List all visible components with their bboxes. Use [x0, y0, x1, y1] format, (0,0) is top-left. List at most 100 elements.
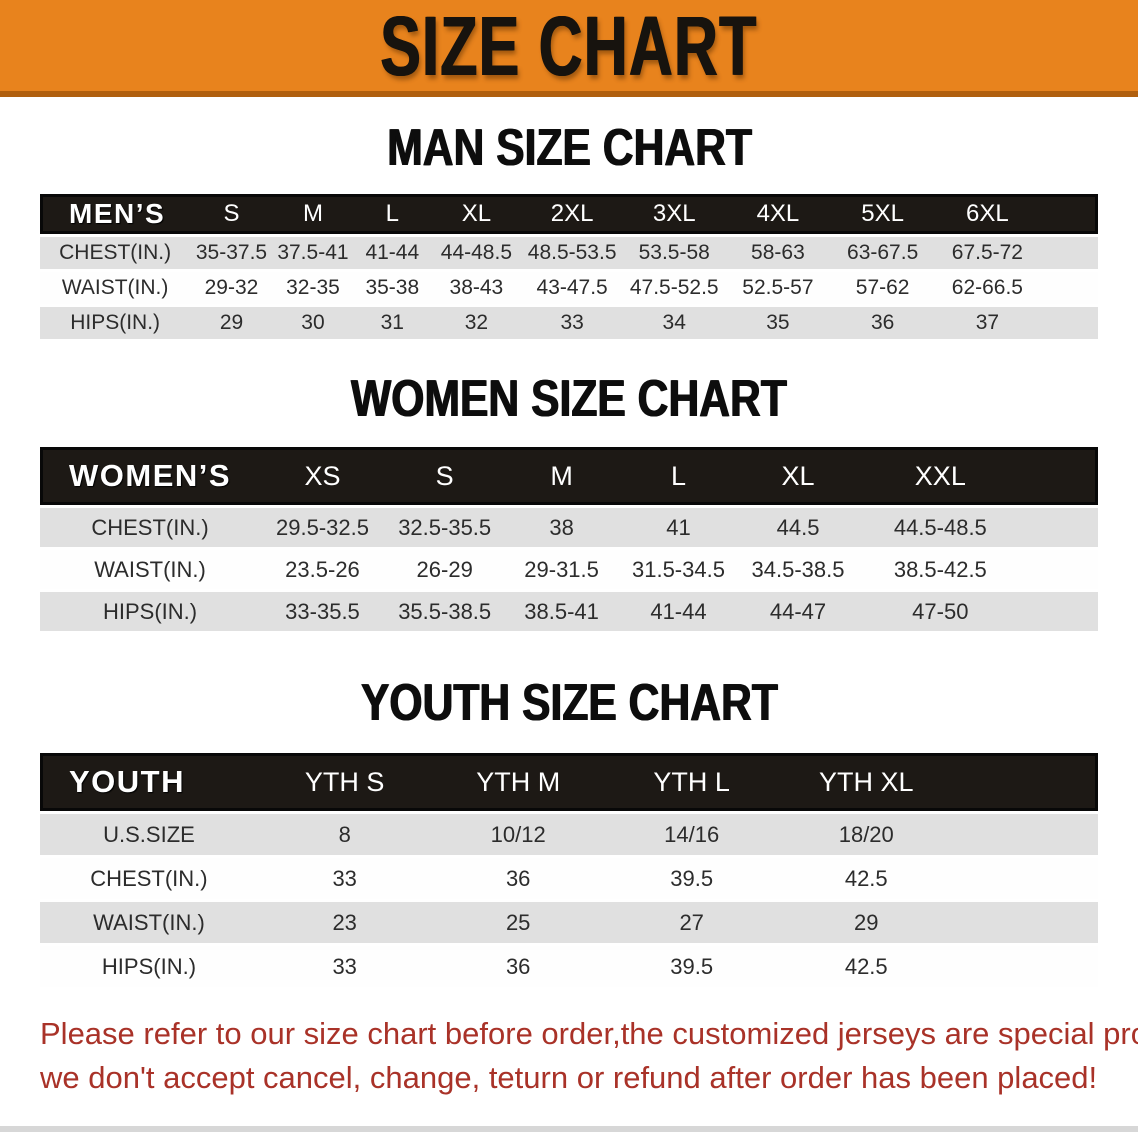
women-section: WOMEN SIZE CHART WOMEN’S XS S M L XL XXL CHEST(…: [0, 372, 1138, 634]
size-value-cell: 39.5: [670, 865, 714, 891]
size-column-header: L: [618, 447, 739, 505]
table-corner-label: WOMEN’S: [40, 447, 261, 505]
size-header-row: WOMEN’S XS S M L XL XXL: [40, 447, 1098, 505]
women-size-table: WOMEN’S XS S M L XL XXL CHEST(IN.) 29.5-32.5 32.5…: [40, 444, 1098, 634]
row-label: HIPS(IN.): [70, 311, 161, 334]
size-value-cell: 33: [332, 865, 357, 891]
row-filler: [1023, 508, 1098, 547]
size-value-cell: 25: [505, 909, 531, 935]
youth-section-heading: YOUTH SIZE CHART: [0, 676, 1138, 730]
row-filler: [954, 902, 1098, 943]
size-value-cell: 18/20: [838, 821, 894, 847]
row-label: U.S.SIZE: [103, 821, 195, 847]
size-column-header: S: [190, 194, 273, 234]
row-label: HIPS(IN.): [101, 953, 197, 979]
size-value-cell: 33: [332, 953, 357, 979]
size-value-cell: 47-50: [912, 598, 969, 624]
size-column-header: YTH S: [257, 753, 432, 811]
size-value-cell: 67.5-72: [951, 241, 1023, 264]
measurement-row: HIPS(IN.) 33 36 39.5 42.5: [40, 946, 1098, 987]
size-value-cell: 29.5-32.5: [276, 514, 369, 540]
size-value-cell: 38.5-42.5: [893, 556, 987, 582]
youth-heading-text: YOUTH SIZE CHART: [360, 674, 778, 732]
size-value-cell: 41: [666, 514, 691, 540]
size-value-cell: 43-47.5: [536, 276, 608, 299]
size-header-row: MEN’S S M L XL 2XL 3XL 4XL 5XL 6XL: [40, 194, 1098, 234]
size-column-header: YTH XL: [778, 753, 955, 811]
table-corner-label: YOUTH: [40, 753, 258, 811]
youth-size-table: YOUTH YTH S YTH M YTH L YTH XL U.S.SIZE 8 10/12…: [40, 750, 1098, 990]
size-value-cell: 14/16: [664, 821, 720, 847]
size-value-cell: 35.5-38.5: [398, 598, 492, 624]
disclaimer: Please refer to our size chart before or…: [40, 1012, 1138, 1100]
size-value-cell: 39.5: [670, 953, 714, 979]
size-value-cell: 41-44: [365, 241, 420, 264]
size-value-cell: 36: [505, 953, 531, 979]
size-value-cell: 29: [854, 909, 879, 935]
size-value-cell: 23.5-26: [285, 556, 360, 582]
size-value-cell: 38.5-41: [524, 598, 599, 624]
disclaimer-line-2: we don't accept cancel, change, teturn o…: [40, 1060, 1098, 1095]
size-value-cell: 37.5-41: [277, 241, 349, 264]
size-value-cell: 32.5-35.5: [398, 514, 492, 540]
size-value-cell: 53.5-58: [638, 241, 710, 264]
size-chart-banner: SIZE CHART: [0, 0, 1138, 97]
size-value-cell: 63-67.5: [847, 241, 919, 264]
size-value-cell: 42.5: [844, 953, 888, 979]
size-value-cell: 44.5-48.5: [893, 514, 987, 540]
banner-title: SIZE CHART: [380, 0, 758, 93]
women-heading-text: WOMEN SIZE CHART: [351, 370, 787, 428]
header-filler: [1039, 194, 1098, 234]
measurement-row: WAIST(IN.) 29-32 32-35 35-38 38-43 43-47.5 47.…: [40, 272, 1098, 304]
measurement-row: WAIST(IN.) 23 25 27 29: [40, 902, 1098, 943]
size-column-header: XXL: [857, 447, 1023, 505]
size-value-cell: 44-48.5: [440, 241, 513, 264]
size-column-header: YTH L: [604, 753, 779, 811]
size-value-cell: 41-44: [650, 598, 707, 624]
size-value-cell: 34: [662, 311, 686, 334]
size-column-header: YTH M: [431, 753, 605, 811]
size-value-cell: 36: [505, 865, 531, 891]
youth-section: YOUTH SIZE CHART YOUTH YTH S YTH M YTH L YTH…: [0, 676, 1138, 990]
size-column-header: L: [353, 194, 432, 234]
measurement-row: HIPS(IN.) 29 30 31 32 33 34 35 36 37: [40, 307, 1098, 339]
measurement-row: CHEST(IN.) 29.5-32.5 32.5-35.5 38 41 44.5 44.5…: [40, 508, 1098, 547]
size-value-cell: 29-31.5: [524, 556, 599, 582]
men-size-table: MEN’S S M L XL 2XL 3XL 4XL 5XL 6XL CHEST(IN.) 35-37…: [40, 191, 1098, 342]
size-value-cell: 44-47: [769, 598, 827, 624]
size-column-header: 3XL: [622, 194, 726, 234]
row-label: CHEST(IN.): [90, 865, 208, 891]
measurement-row: CHEST(IN.) 35-37.5 37.5-41 41-44 44-48.5 48.5…: [40, 237, 1098, 269]
row-filler: [954, 814, 1098, 855]
size-value-cell: 27: [679, 909, 704, 935]
size-column-header: XL: [738, 447, 858, 505]
row-label: HIPS(IN.): [102, 598, 198, 624]
row-filler: [1023, 550, 1098, 589]
row-label: WAIST(IN.): [94, 556, 206, 582]
size-value-cell: 30: [301, 311, 325, 334]
men-section-heading: MAN SIZE CHART: [0, 121, 1138, 175]
size-value-cell: 44.5: [776, 514, 820, 540]
header-filler: [954, 753, 1098, 811]
row-filler: [1023, 592, 1098, 631]
size-column-header: XL: [431, 194, 522, 234]
size-value-cell: 33: [560, 311, 584, 334]
size-column-header: 4XL: [725, 194, 831, 234]
size-column-header: M: [272, 194, 354, 234]
size-column-header: M: [504, 447, 619, 505]
size-value-cell: 34.5-38.5: [751, 556, 845, 582]
size-value-cell: 37: [975, 311, 1000, 334]
size-column-header: 2XL: [521, 194, 623, 234]
measurement-row: U.S.SIZE 8 10/12 14/16 18/20: [40, 814, 1098, 855]
measurement-row: CHEST(IN.) 33 36 39.5 42.5: [40, 858, 1098, 899]
disclaimer-line-1: Please refer to our size chart before or…: [40, 1016, 1138, 1051]
header-filler: [1022, 447, 1098, 505]
size-value-cell: 47.5-52.5: [629, 276, 719, 299]
size-column-header: XS: [260, 447, 385, 505]
size-value-cell: 58-63: [751, 241, 805, 264]
row-filler: [954, 946, 1098, 987]
size-value-cell: 33-35.5: [285, 598, 360, 624]
row-label: WAIST(IN.): [93, 909, 205, 935]
size-value-cell: 35-37.5: [195, 241, 268, 264]
women-section-heading: WOMEN SIZE CHART: [0, 372, 1138, 426]
